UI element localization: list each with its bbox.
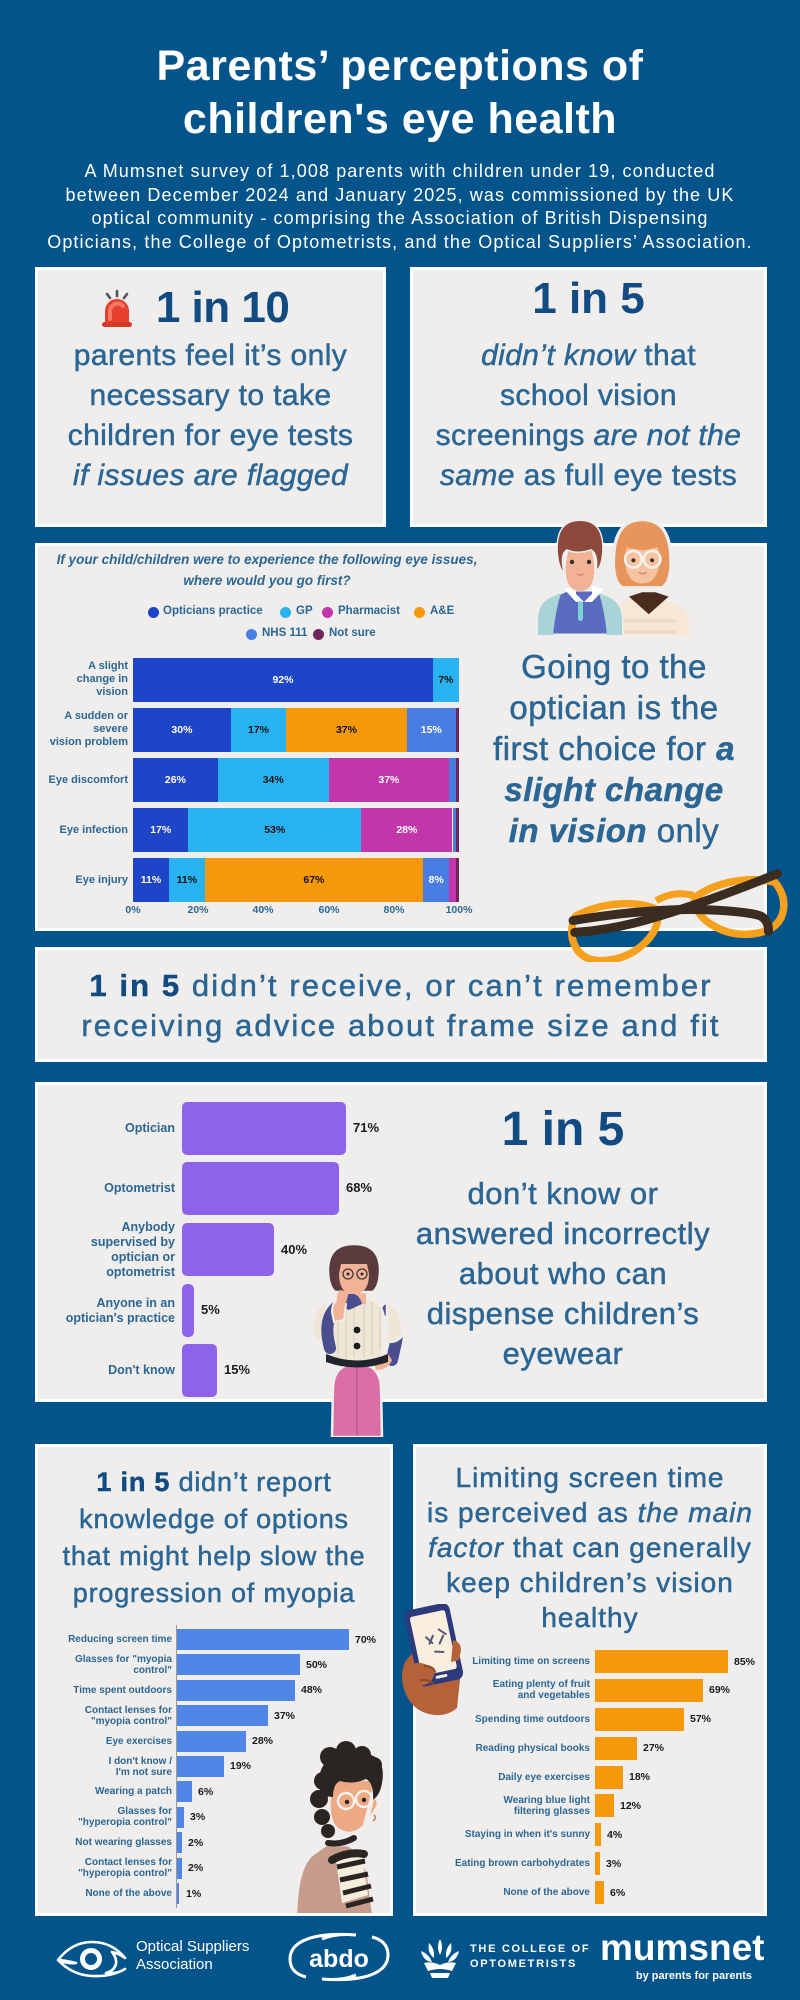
svg-text:abdo: abdo bbox=[309, 1945, 369, 1973]
